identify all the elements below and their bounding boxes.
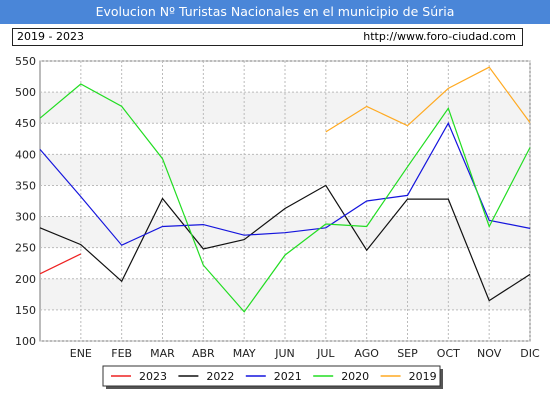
series-line-2021 <box>39 121 531 246</box>
info-bar: 2019 - 2023 http://www.foro-ciudad.com <box>12 28 523 46</box>
legend-label-2023: 2023 <box>139 370 167 383</box>
x-axis-ticks: ENE FEB MAR ABR MAY JUN JUL AGO SEP OCT NOV DIC <box>70 347 540 360</box>
series-line-2019 <box>325 66 531 133</box>
y-tick-label: 250 <box>15 242 36 255</box>
y-tick-label: 450 <box>15 117 36 130</box>
chart-title: Evolucion Nº Turistas Nacionales en el m… <box>0 0 550 24</box>
y-tick-label: 100 <box>15 335 36 348</box>
legend-label-2019: 2019 <box>409 370 437 383</box>
series-line-2023 <box>39 253 82 275</box>
period-label: 2019 - 2023 <box>17 30 84 43</box>
x-tick-label: JUN <box>274 347 295 360</box>
x-tick-label: MAY <box>233 347 256 360</box>
grid-lines <box>40 60 531 342</box>
y-tick-label: 150 <box>15 304 36 317</box>
series-line-2022 <box>39 184 531 302</box>
x-tick-label: OCT <box>437 347 460 360</box>
y-axis-ticks: 100 150 200 250 300 350 400 450 500 550 <box>15 55 36 348</box>
x-tick-label: DIC <box>520 347 540 360</box>
y-tick-label: 350 <box>15 179 36 192</box>
x-tick-label: NOV <box>477 347 502 360</box>
x-tick-label: SEP <box>397 347 418 360</box>
x-tick-label: FEB <box>111 347 132 360</box>
legend-box <box>102 365 441 387</box>
series-line-2020 <box>39 83 531 313</box>
y-tick-label: 500 <box>15 86 36 99</box>
legend-label-2020: 2020 <box>341 370 369 383</box>
x-tick-label: AGO <box>354 347 379 360</box>
legend-label-2022: 2022 <box>206 370 234 383</box>
legend-label-2021: 2021 <box>274 370 302 383</box>
x-tick-label: ENE <box>70 347 92 360</box>
y-tick-label: 550 <box>15 55 36 68</box>
source-url: http://www.foro-ciudad.com <box>363 30 516 43</box>
x-tick-label: JUL <box>316 347 335 360</box>
y-tick-label: 300 <box>15 211 36 224</box>
legend: 2023 2022 2021 2020 2019 <box>102 365 443 389</box>
y-tick-label: 400 <box>15 148 36 161</box>
x-tick-label: ABR <box>192 347 215 360</box>
x-tick-label: MAR <box>150 347 175 360</box>
series-lines <box>39 66 531 313</box>
y-tick-label: 200 <box>15 273 36 286</box>
